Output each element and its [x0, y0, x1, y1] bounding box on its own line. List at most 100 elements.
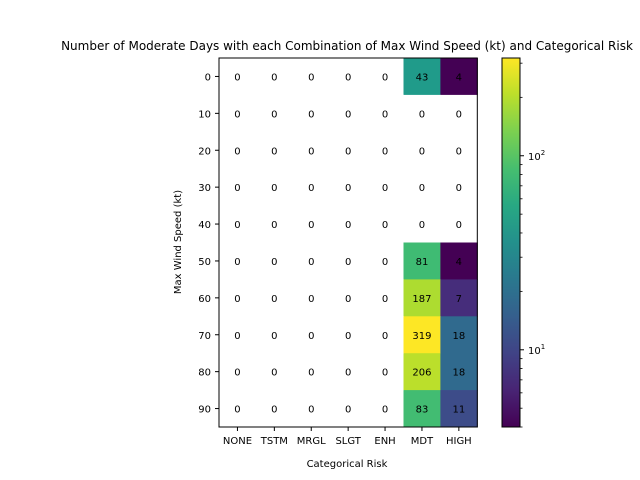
heatmap-cell: [366, 131, 404, 170]
heatmap-cell: [403, 353, 441, 391]
y-axis-label: Max Wind Speed (kt): [173, 190, 184, 294]
heatmap-cell: [366, 205, 404, 243]
cell-value-label: 0: [271, 368, 277, 379]
cell-value-label: 4: [456, 257, 462, 268]
x-axis-ticks: NONE TSTM MRGL SLGT ENH MDT HIGH: [223, 427, 472, 447]
heatmap-cell: [403, 242, 441, 280]
heatmap-cell: [329, 316, 368, 354]
heatmap-cell: [219, 205, 257, 243]
cell-value-label: 0: [271, 183, 277, 194]
heatmap-cell: [329, 390, 368, 428]
heatmap-cell: [292, 316, 331, 354]
heatmap-cell: [292, 131, 331, 170]
heatmap-cell: [219, 390, 257, 428]
cell-value-label: 0: [234, 183, 240, 194]
x-tick-label: NONE: [223, 436, 252, 447]
heatmap-cell: [329, 242, 368, 280]
heatmap-cell: [403, 131, 441, 170]
cell-value-label: 0: [308, 109, 314, 120]
cell-value-label: 0: [234, 294, 240, 305]
cell-value-label: 83: [416, 405, 429, 416]
heatmap-cell: [292, 168, 331, 207]
colorbar-gradient: [502, 58, 520, 427]
heatmap-cell: [255, 205, 294, 243]
heatmap-cell: [403, 390, 441, 428]
heatmap-cell: [292, 94, 331, 133]
cell-value-label: 0: [234, 72, 240, 83]
heatmap-cell: [329, 353, 368, 391]
heatmap-cell: [440, 131, 478, 170]
cell-value-label: 0: [419, 220, 425, 231]
cell-value-label: 0: [345, 257, 351, 268]
cell-value-label: 4: [456, 72, 462, 83]
x-tick-label: MRGL: [297, 436, 326, 447]
y-tick-label: 80: [198, 368, 211, 379]
heatmap-cell: [440, 353, 478, 391]
heatmap-cell: [403, 205, 441, 243]
x-tick-label: SLGT: [335, 436, 361, 447]
heatmap-cell: [255, 353, 294, 391]
heatmap-cell: [219, 316, 257, 354]
cell-value-label: 0: [345, 405, 351, 416]
heatmap-cell: [366, 353, 404, 391]
heatmap-cell: [219, 242, 257, 280]
heatmap-cells: [219, 58, 478, 428]
cell-value-label: 0: [308, 257, 314, 268]
cell-value-label: 0: [382, 183, 388, 194]
y-tick-label: 70: [198, 331, 211, 342]
cell-value-label: 0: [419, 109, 425, 120]
cell-value-label: 0: [271, 146, 277, 157]
cell-value-label: 0: [345, 146, 351, 157]
colorbar-frame: [501, 57, 521, 428]
cell-value-label: 0: [456, 146, 462, 157]
cell-value-label: 0: [308, 146, 314, 157]
chart-title: Number of Moderate Days with each Combin…: [61, 39, 633, 53]
heatmap-cell: [255, 168, 294, 207]
cell-value-label: 0: [234, 368, 240, 379]
cell-value-label: 0: [271, 405, 277, 416]
x-tick-label: ENH: [374, 436, 395, 447]
cell-value-label: 18: [452, 368, 465, 379]
cell-value-label: 0: [271, 257, 277, 268]
cell-value-label: 0: [308, 220, 314, 231]
heatmap-cell: [329, 168, 368, 207]
y-axis-ticks: 0 10 20 30 40 50 60 70 80 90: [198, 72, 219, 416]
heatmap-cell: [255, 316, 294, 354]
heatmap-cell: [440, 242, 478, 280]
colorbar-tick-label: 101: [528, 343, 545, 357]
heatmap-cell: [219, 279, 257, 317]
heatmap-cell: [255, 390, 294, 428]
cell-value-label: 0: [308, 405, 314, 416]
cell-value-label: 81: [416, 257, 429, 268]
heatmap-cell: [440, 316, 478, 354]
heatmap-cell: [366, 242, 404, 280]
y-tick-label: 90: [198, 405, 211, 416]
y-tick-label: 10: [198, 109, 211, 120]
cell-value-label: 0: [382, 109, 388, 120]
cell-value-label: 0: [382, 294, 388, 305]
cell-value-label: 0: [456, 183, 462, 194]
heatmap-cell: [440, 205, 478, 243]
x-axis-label: Categorical Risk: [307, 459, 388, 470]
heatmap-cell: [366, 168, 404, 207]
heatmap-cell: [255, 58, 294, 96]
heatmap-cell: [440, 94, 478, 133]
cell-value-label: 0: [382, 220, 388, 231]
y-tick-label: 30: [198, 183, 211, 194]
cell-value-label: 0: [234, 220, 240, 231]
heatmap-cell: [366, 94, 404, 133]
cell-value-label: 0: [308, 183, 314, 194]
heatmap-cell: [292, 242, 331, 280]
cell-value-label: 0: [308, 72, 314, 83]
cell-value-label: 0: [271, 109, 277, 120]
cell-value-label: 0: [345, 220, 351, 231]
cell-value-label: 0: [419, 183, 425, 194]
cell-value-label: 18: [452, 331, 465, 342]
cell-value-label: 0: [345, 109, 351, 120]
y-tick-label: 20: [198, 146, 211, 157]
y-tick-label: 0: [205, 72, 211, 83]
heatmap-cell: [292, 279, 331, 317]
heatmap-cell: [403, 168, 441, 207]
heatmap-cell-labels: 0 0 0 0 0 43 4 0 0 0 0 0 0 0 0 0 0 0 0 0 0 0 0 0 0 0 0 0 0 0 0 0 0 0 0 0 0 0 0…: [234, 72, 465, 415]
